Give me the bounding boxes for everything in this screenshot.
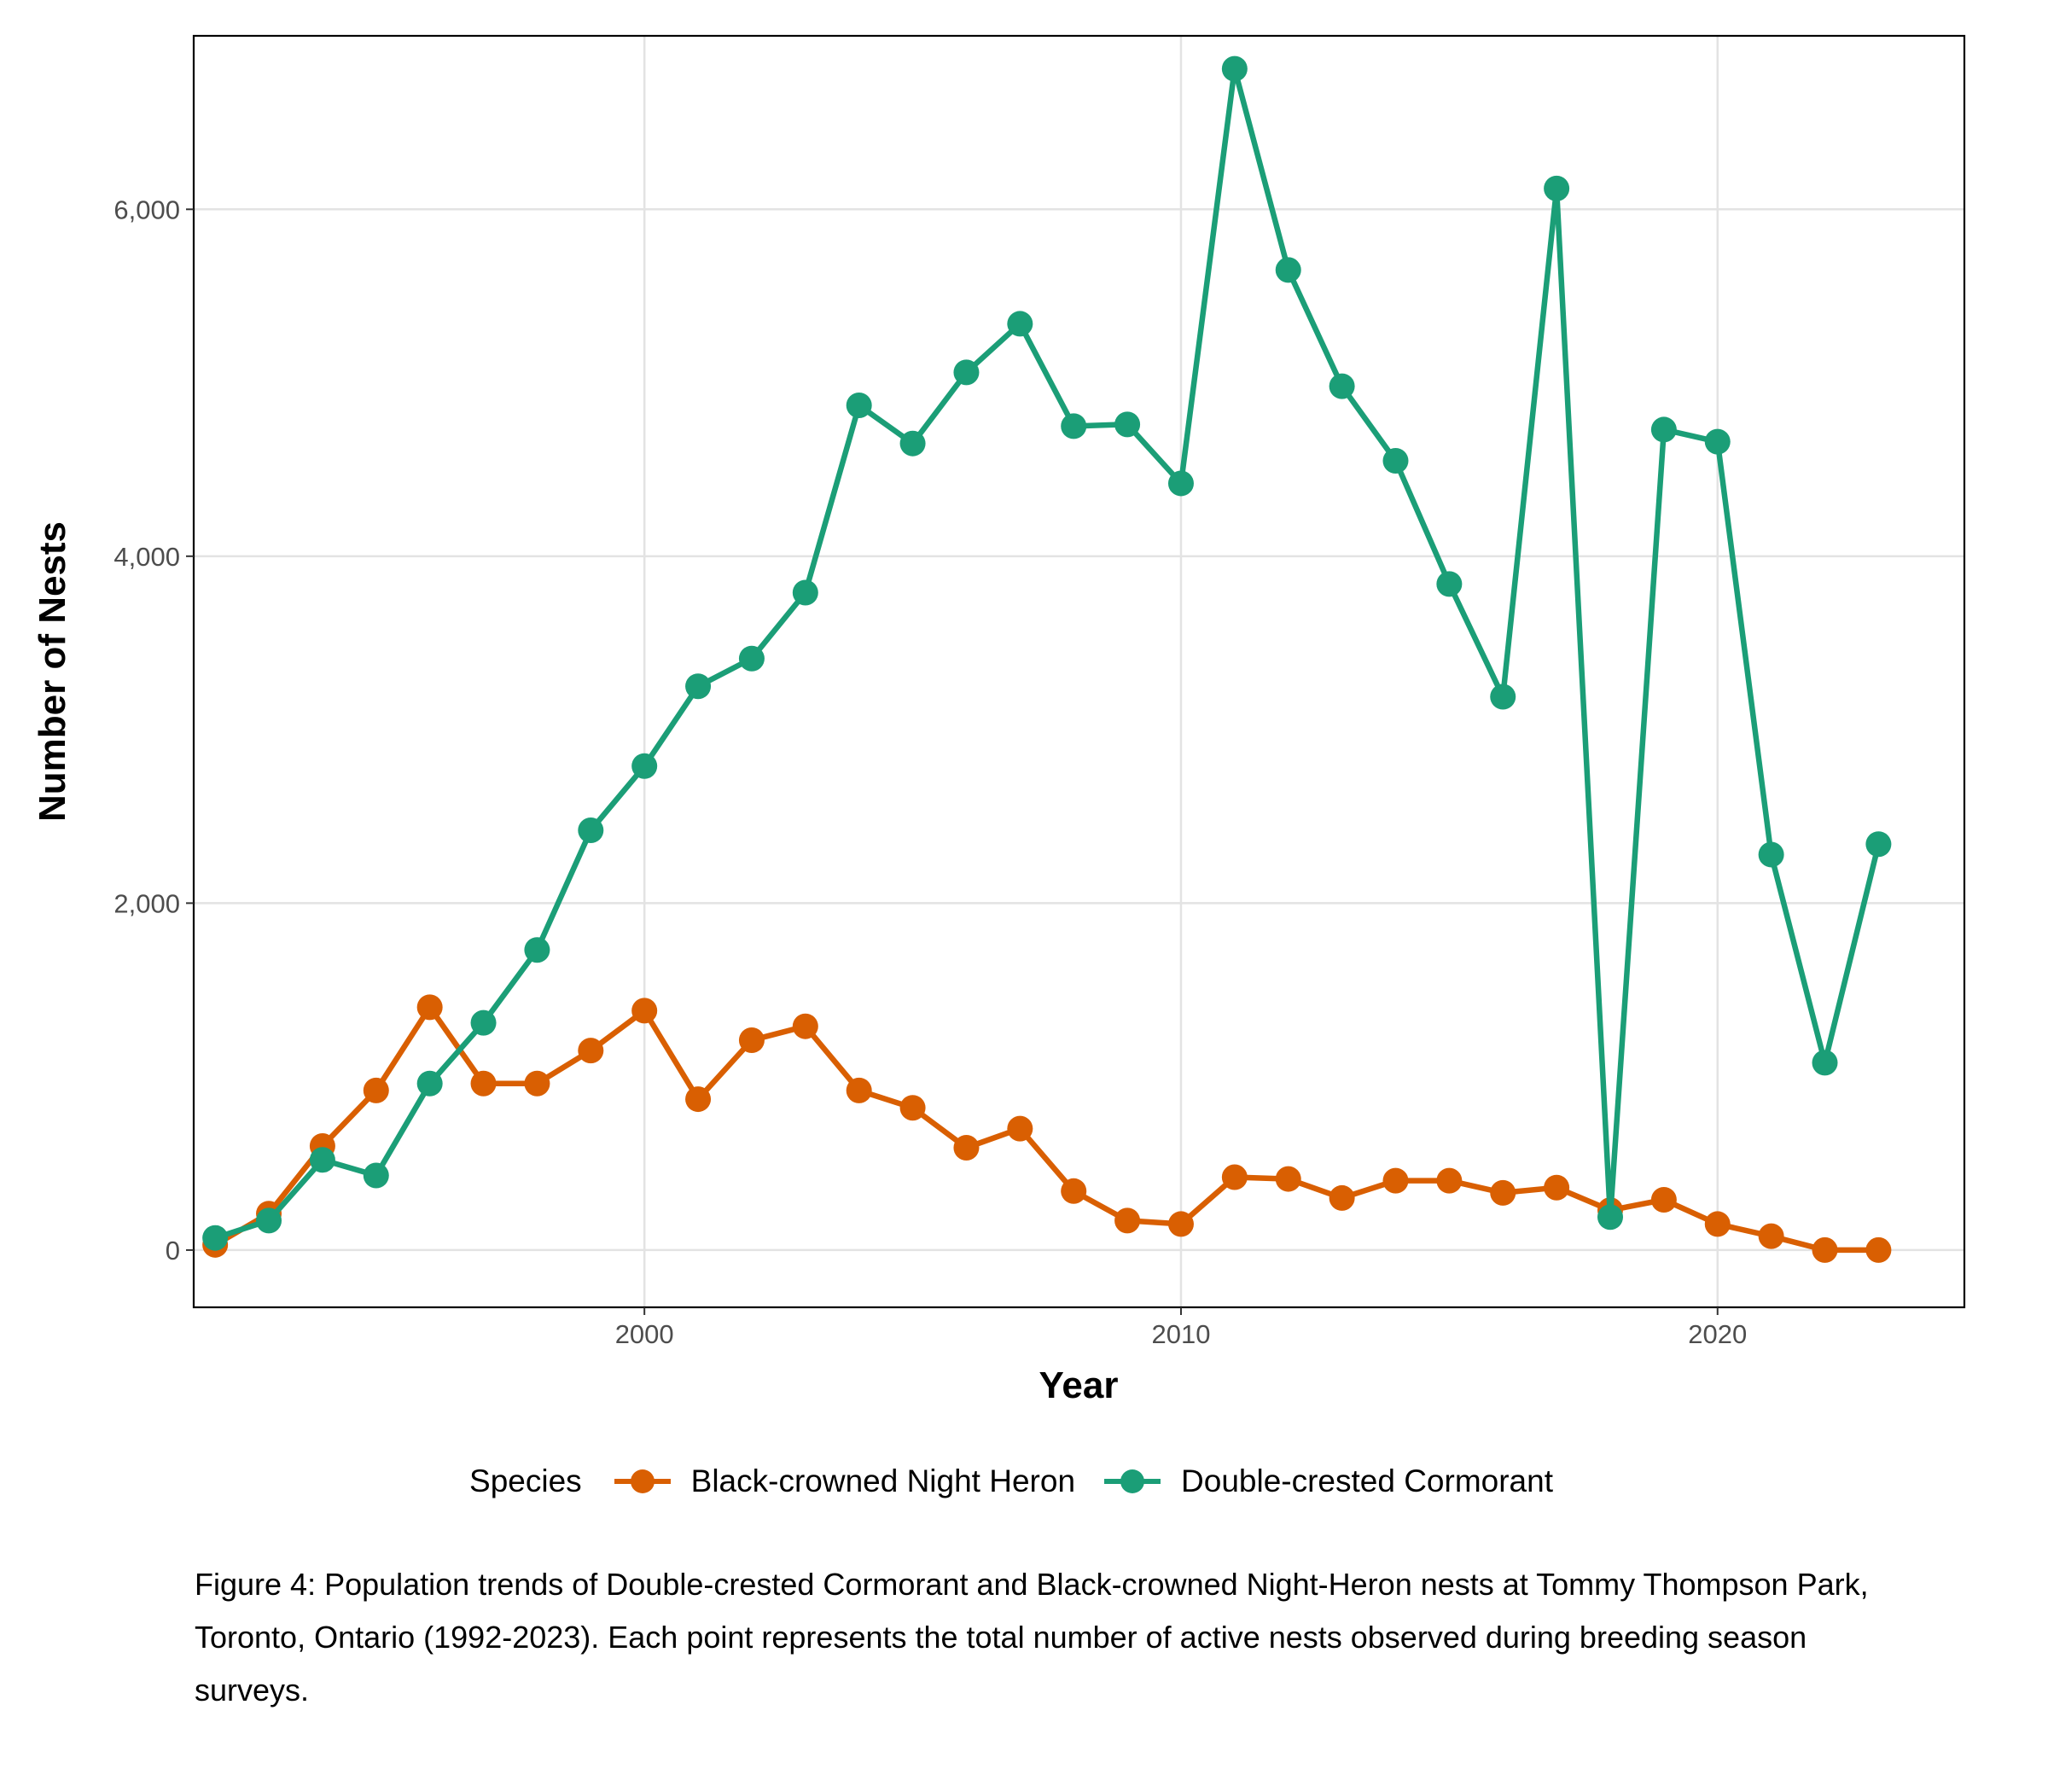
- legend-key-cormorant: [1104, 1469, 1161, 1493]
- data-point-night-heron: [631, 998, 658, 1024]
- data-point-night-heron: [1114, 1207, 1141, 1234]
- data-point-night-heron: [1812, 1236, 1838, 1263]
- data-point-night-heron: [1329, 1184, 1355, 1211]
- data-point-cormorant: [416, 1070, 443, 1097]
- data-point-cormorant: [953, 359, 980, 386]
- data-point-night-heron: [846, 1077, 872, 1103]
- data-point-night-heron: [1167, 1211, 1194, 1237]
- data-point-night-heron: [1650, 1186, 1677, 1213]
- x-tick-label: 2010: [1151, 1319, 1210, 1349]
- data-point-night-heron: [363, 1077, 389, 1103]
- data-point-night-heron: [1865, 1236, 1892, 1263]
- data-point-cormorant: [1650, 416, 1677, 443]
- data-point-cormorant: [1114, 411, 1141, 438]
- legend-label-night-heron: Black-crowned Night Heron: [690, 1463, 1076, 1498]
- data-point-night-heron: [953, 1134, 980, 1161]
- data-point-cormorant: [578, 817, 604, 843]
- series-line-cormorant: [212, 66, 1882, 1241]
- data-point-cormorant: [1167, 470, 1194, 497]
- plot-border: [192, 34, 1966, 1309]
- data-point-night-heron: [578, 1038, 604, 1064]
- data-point-cormorant: [1275, 257, 1301, 283]
- data-point-night-heron: [524, 1070, 550, 1097]
- data-point-cormorant: [631, 753, 658, 779]
- data-point-night-heron: [1221, 1164, 1248, 1190]
- data-point-night-heron: [416, 994, 443, 1021]
- legend-item-night-heron: Black-crowned Night Heron: [611, 1463, 1075, 1499]
- data-point-night-heron: [792, 1013, 818, 1039]
- data-point-cormorant: [1490, 684, 1516, 710]
- data-point-cormorant: [792, 579, 818, 606]
- data-point-night-heron: [1544, 1174, 1570, 1201]
- x-axis-title: Year: [1039, 1364, 1119, 1406]
- data-point-cormorant: [363, 1162, 389, 1189]
- data-point-cormorant: [1597, 1204, 1623, 1231]
- data-point-night-heron: [1758, 1223, 1784, 1249]
- data-point-cormorant: [309, 1147, 335, 1173]
- data-point-cormorant: [899, 430, 926, 457]
- legend-title: Species: [469, 1463, 582, 1498]
- axis-ticks: 0 2,000 4,000 6,000 2000 2010 2020: [113, 195, 1747, 1349]
- data-point-night-heron: [1382, 1167, 1409, 1194]
- data-point-cormorant: [846, 392, 872, 418]
- x-tick-label: 2000: [615, 1319, 674, 1349]
- data-point-night-heron: [1061, 1178, 1087, 1204]
- data-point-cormorant: [1704, 428, 1731, 455]
- data-point-cormorant: [1329, 373, 1355, 399]
- data-point-cormorant: [202, 1225, 229, 1251]
- y-tick-label: 2,000: [113, 888, 180, 918]
- series-layer: [202, 55, 1892, 1263]
- data-point-cormorant: [1544, 175, 1570, 201]
- data-point-night-heron: [1490, 1179, 1516, 1206]
- data-point-night-heron: [685, 1086, 712, 1113]
- data-point-cormorant: [1436, 571, 1463, 597]
- plot-panel: [194, 36, 1964, 1307]
- y-tick-label: 6,000: [113, 195, 180, 224]
- figure-caption: Figure 4: Population trends of Double-cr…: [195, 1567, 1869, 1708]
- data-point-night-heron: [1007, 1115, 1033, 1142]
- data-point-night-heron: [470, 1070, 497, 1097]
- legend: Species Black-crowned Night Heron Double…: [0, 1463, 2048, 1499]
- data-point-cormorant: [738, 645, 765, 672]
- data-point-night-heron: [1275, 1166, 1301, 1192]
- legend-item-cormorant: Double-crested Cormorant: [1101, 1463, 1553, 1499]
- data-point-cormorant: [1061, 413, 1087, 439]
- data-point-cormorant: [685, 673, 712, 700]
- legend-label-cormorant: Double-crested Cormorant: [1181, 1463, 1553, 1498]
- data-point-night-heron: [899, 1095, 926, 1121]
- data-point-cormorant: [1758, 841, 1784, 868]
- y-tick-label: 4,000: [113, 542, 180, 572]
- data-point-night-heron: [1704, 1211, 1731, 1237]
- data-point-night-heron: [1436, 1167, 1463, 1194]
- y-tick-label: 0: [166, 1236, 180, 1265]
- data-point-cormorant: [1812, 1050, 1838, 1076]
- data-point-cormorant: [1382, 448, 1409, 474]
- y-axis-title: Number of Nests: [32, 521, 73, 822]
- data-point-night-heron: [738, 1027, 765, 1053]
- data-point-cormorant: [524, 937, 550, 963]
- data-point-cormorant: [1865, 831, 1892, 858]
- data-point-cormorant: [1221, 55, 1248, 82]
- x-tick-label: 2020: [1688, 1319, 1747, 1349]
- grid-lines: [194, 36, 1964, 1307]
- data-point-cormorant: [256, 1207, 282, 1234]
- data-point-cormorant: [1007, 311, 1033, 337]
- data-point-cormorant: [470, 1009, 497, 1036]
- legend-key-night-heron: [614, 1469, 671, 1493]
